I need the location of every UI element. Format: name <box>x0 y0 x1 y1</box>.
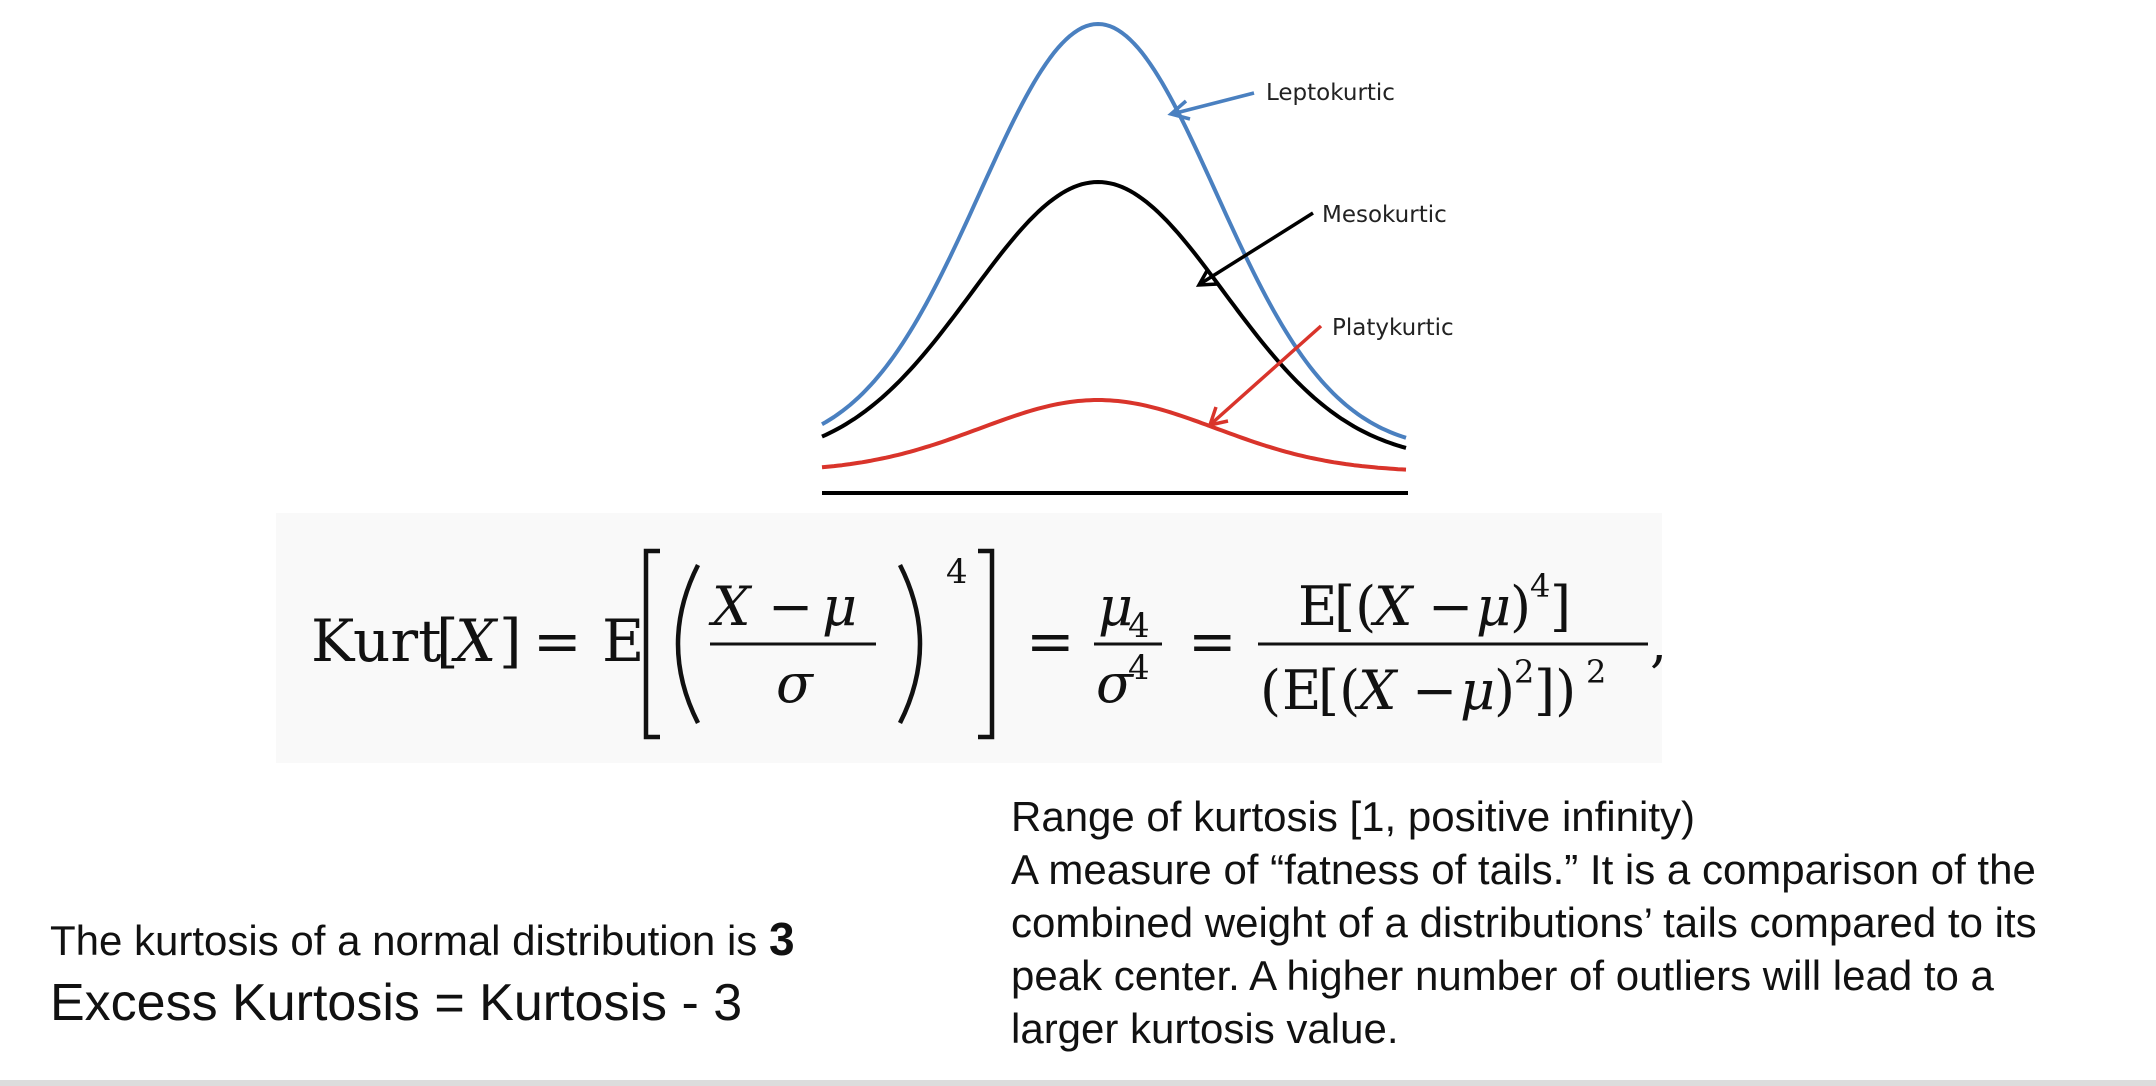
formula-num-close-bracket: ] <box>1550 575 1571 638</box>
description-line: larger kurtosis value. <box>1011 1005 1399 1052</box>
formula-big-left-bracket <box>643 548 660 740</box>
formula-den-mu: μ <box>1460 659 1495 722</box>
mesokurtic-label: Mesokurtic <box>1322 202 1447 228</box>
formula-den-minus: − <box>1412 659 1457 722</box>
formula-den-outer-power: 2 <box>1586 653 1606 691</box>
normal-kurtosis-value: 3 <box>768 913 795 965</box>
formula-num-x: X <box>1370 575 1415 638</box>
formula-den-close: ]) <box>1534 659 1576 722</box>
formula-num-expect: E <box>1298 575 1337 638</box>
formula-frac-mu: μ <box>822 575 857 638</box>
formula-frac-minus: − <box>768 575 813 638</box>
formula-big-right-bracket <box>978 548 995 740</box>
formula-mu4-mu: μ <box>1098 575 1133 638</box>
formula-den-expect: E <box>1282 659 1321 722</box>
bottom-divider <box>0 1080 2156 1086</box>
formula-comma: , <box>1650 611 1662 674</box>
formula-equals-3: = <box>1188 607 1237 675</box>
excess-kurtosis-line: Excess Kurtosis = Kurtosis - 3 <box>50 974 743 1032</box>
formula-mu4-sub: 4 <box>1128 606 1150 646</box>
formula-big-left-paren <box>675 563 701 725</box>
kurtosis-range-line: Range of kurtosis [1, positive infinity) <box>1011 793 1695 840</box>
mesokurtic-curve <box>821 180 1407 450</box>
formula-den-open-paren: ( <box>1260 659 1281 722</box>
leptokurtic-label: Leptokurtic <box>1266 80 1395 106</box>
formula-sigma4-sigma: σ <box>1096 652 1135 715</box>
formula-den-inner-power: 2 <box>1514 653 1534 691</box>
formula-kurt: Kurt <box>311 607 441 675</box>
platykurtic-arrow <box>1207 324 1323 428</box>
formula-num-minus: − <box>1428 575 1473 638</box>
formula-equals-2: = <box>1026 607 1075 675</box>
formula-big-right-paren <box>897 563 923 725</box>
normal-kurtosis-line: The kurtosis of a normal distribution is… <box>50 910 950 970</box>
formula-num-mu: μ <box>1476 575 1511 638</box>
description-line: peak center. A higher number of outliers… <box>1011 952 1994 999</box>
formula-expect-1: E <box>602 607 644 675</box>
kurtosis-formula: Kurt [ X ] = E X − μ σ 4 = μ 4 σ 4 = E [… <box>276 513 1662 763</box>
formula-frac-sigma: σ <box>776 652 815 715</box>
normal-kurtosis-prefix: The kurtosis of a normal distribution is <box>50 917 769 964</box>
platykurtic-curve <box>821 398 1407 472</box>
formula-den-x: X <box>1354 659 1399 722</box>
formula-num-close-paren: ) <box>1510 575 1531 638</box>
formula-den-close-paren: ) <box>1494 659 1515 722</box>
formula-frac-x: X <box>708 575 753 638</box>
normal-kurtosis-note: The kurtosis of a normal distribution is… <box>50 910 950 1036</box>
formula-den-open: [( <box>1318 659 1360 722</box>
formula-power-4: 4 <box>946 552 968 592</box>
leptokurtic-arrow <box>1167 91 1255 121</box>
kurtosis-description: Range of kurtosis [1, positive infinity)… <box>1011 790 2151 1055</box>
description-line: combined weight of a distributions’ tail… <box>1011 899 2037 946</box>
description-line: A measure of “fatness of tails.” It is a… <box>1011 846 2036 893</box>
formula-open-bracket: [ <box>436 607 459 675</box>
formula-num-open: [( <box>1334 575 1376 638</box>
leptokurtic-curve <box>821 22 1407 440</box>
formula-var-x: X <box>451 607 499 675</box>
platykurtic-label: Platykurtic <box>1332 315 1454 341</box>
formula-sigma4-power: 4 <box>1128 648 1150 688</box>
formula-num-power: 4 <box>1530 567 1550 605</box>
mesokurtic-arrow <box>1195 211 1314 287</box>
kurtosis-curves-diagram: Leptokurtic Mesokurtic Platykurtic <box>821 22 1454 495</box>
formula-close-bracket: ] <box>499 607 522 675</box>
formula-equals-1: = <box>533 607 582 675</box>
